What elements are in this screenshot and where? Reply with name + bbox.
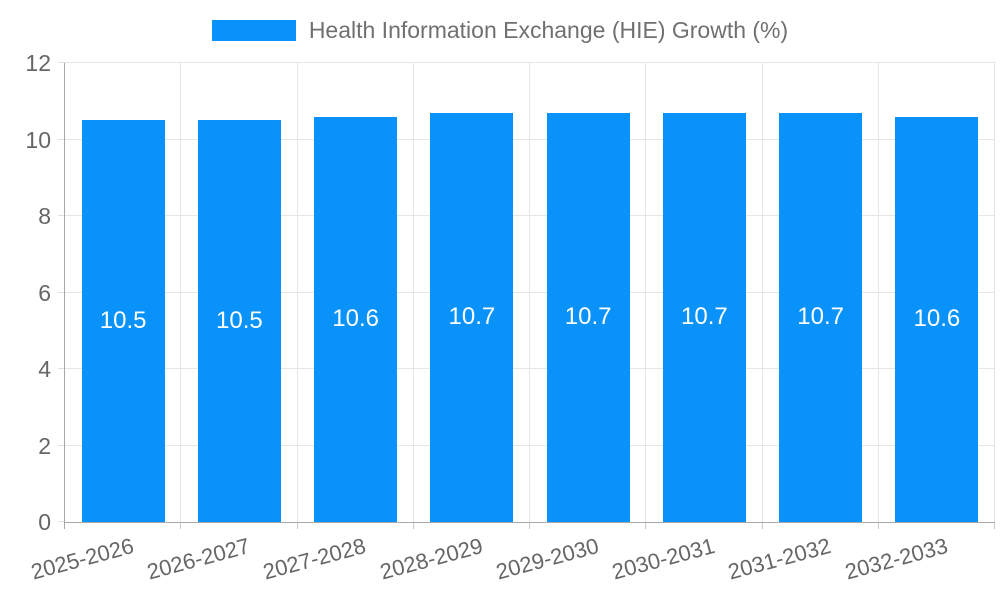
- y-axis-line: [64, 63, 65, 529]
- x-tick-mark: [645, 522, 647, 529]
- y-tick-label: 8: [38, 203, 51, 229]
- y-tick-label: 2: [38, 432, 51, 459]
- x-axis-line: [65, 522, 995, 523]
- gridline-v: [529, 63, 530, 522]
- x-tick-mark: [180, 522, 182, 529]
- gridline-h: [65, 215, 995, 216]
- x-tick-label: 2027-2028: [260, 533, 369, 585]
- gridline-h: [65, 291, 995, 293]
- x-tick-label: 2032-2033: [841, 533, 951, 585]
- x-tick-mark: [877, 522, 879, 529]
- bar-2025-2026[interactable]: [81, 120, 165, 522]
- legend-color-swatch: [211, 20, 296, 41]
- gridline-v: [412, 63, 414, 522]
- gridline-h: [65, 62, 995, 63]
- gridline-v: [994, 63, 995, 522]
- y-tick-mark: [58, 215, 65, 216]
- y-tick-label: 4: [38, 356, 51, 382]
- bar-2029-2030[interactable]: [546, 112, 630, 522]
- bar-2026-2027[interactable]: [197, 120, 281, 522]
- bar-value-label: 10.6: [332, 305, 379, 333]
- bar-2028-2029[interactable]: [430, 112, 514, 522]
- gridline-v: [296, 63, 298, 522]
- y-tick-label: 10: [25, 126, 51, 153]
- gridline-h: [65, 368, 995, 369]
- bar-2032-2033[interactable]: [895, 116, 979, 522]
- legend-label: Health Information Exchange (HIE) Growth…: [308, 17, 789, 43]
- bar-value-label: 10.6: [913, 305, 961, 333]
- x-tick-label: 2026-2027: [144, 533, 253, 585]
- gridline-h: [65, 444, 995, 446]
- y-tick-mark: [58, 62, 65, 63]
- y-tick-mark: [58, 291, 65, 293]
- y-tick-label: 0: [38, 509, 51, 535]
- bar-2027-2028[interactable]: [314, 116, 398, 522]
- bar-value-label: 10.5: [216, 307, 263, 335]
- gridline-h: [65, 138, 995, 140]
- y-tick-label: 6: [38, 279, 51, 306]
- y-tick-mark: [58, 444, 65, 446]
- gridline-v: [180, 63, 182, 522]
- x-tick-label: 2025-2026: [28, 533, 137, 585]
- chart-legend: Health Information Exchange (HIE) Growth…: [0, 17, 1000, 44]
- gridline-v: [877, 63, 879, 522]
- bar-value-label: 10.5: [99, 307, 147, 335]
- y-tick-label: 12: [25, 50, 51, 76]
- x-tick-mark: [761, 522, 763, 529]
- x-tick-mark: [412, 522, 414, 529]
- x-tick-label: 2028-2029: [376, 533, 486, 585]
- bar-value-label: 10.7: [797, 303, 844, 331]
- x-tick-mark: [529, 522, 530, 529]
- x-tick-label: 2031-2032: [725, 533, 834, 585]
- gridline-v: [761, 63, 763, 522]
- x-tick-label: 2030-2031: [609, 533, 718, 585]
- x-tick-mark: [296, 522, 298, 529]
- bar-2030-2031[interactable]: [662, 112, 746, 522]
- x-tick-label: 2029-2030: [493, 533, 602, 585]
- y-tick-mark: [58, 368, 65, 369]
- legend-item-hie-growth[interactable]: Health Information Exchange (HIE) Growth…: [211, 17, 789, 44]
- bar-2031-2032[interactable]: [779, 112, 863, 522]
- gridline-v: [645, 63, 647, 522]
- y-tick-mark: [58, 521, 65, 522]
- x-tick-mark: [994, 522, 995, 529]
- y-tick-mark: [58, 138, 65, 140]
- bar-value-label: 10.7: [681, 303, 728, 331]
- bar-value-label: 10.7: [564, 303, 612, 331]
- bar-value-label: 10.7: [448, 303, 496, 331]
